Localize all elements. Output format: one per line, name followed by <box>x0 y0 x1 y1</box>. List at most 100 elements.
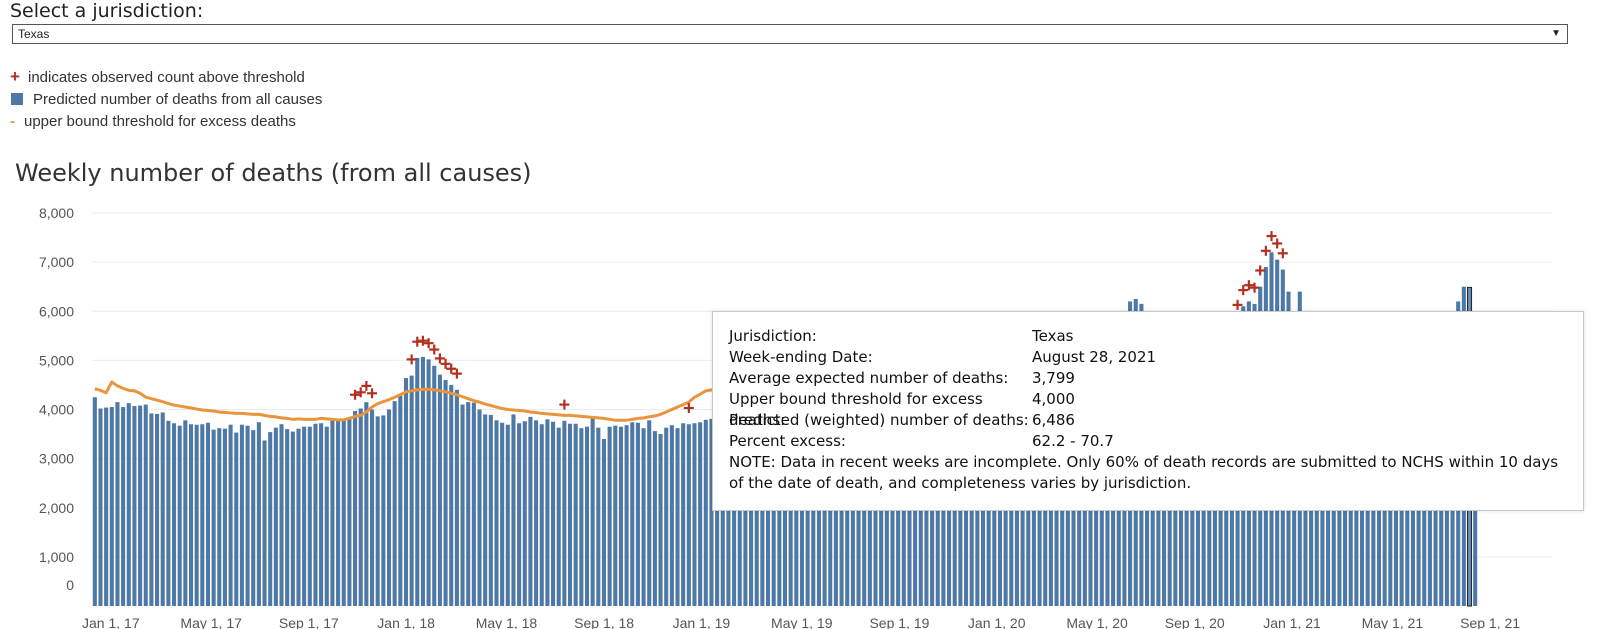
bar <box>873 429 878 606</box>
bar <box>924 429 929 606</box>
tooltip-row: Average expected number of deaths: 3,799 <box>729 368 1567 389</box>
bar <box>392 401 397 606</box>
chevron-down-icon[interactable]: ▼ <box>1551 28 1561 39</box>
bar <box>681 423 686 606</box>
bar <box>551 421 556 606</box>
bar <box>369 409 375 606</box>
bar <box>658 434 663 606</box>
bar <box>941 426 946 606</box>
bar <box>534 420 539 606</box>
bar <box>816 419 821 606</box>
bar <box>607 426 612 606</box>
tooltip-value: 4,000 <box>1032 390 1075 408</box>
bar <box>177 425 182 606</box>
bar <box>115 402 120 606</box>
bar <box>217 428 222 606</box>
above-threshold-marker <box>1238 285 1249 296</box>
x-tick-label: Sep 1, 18 <box>574 615 634 629</box>
tooltip-row: Predicted (weighted) number of deaths: 6… <box>729 410 1567 431</box>
y-tick-label: 4,000 <box>39 402 74 418</box>
above-threshold-marker <box>429 344 440 355</box>
bar <box>307 426 312 606</box>
above-threshold-marker <box>434 353 445 364</box>
x-tick-label: Jan 1, 18 <box>377 615 435 629</box>
above-threshold-marker <box>1249 282 1260 293</box>
bar <box>952 421 957 606</box>
bar <box>319 423 324 606</box>
bar <box>494 420 499 606</box>
bar <box>901 431 906 606</box>
bar <box>703 419 708 606</box>
tooltip-value: Texas <box>1032 327 1074 345</box>
above-threshold-marker <box>367 388 378 399</box>
y-tick-label: 1,000 <box>39 549 74 565</box>
bar <box>471 402 476 606</box>
tooltip: Jurisdiction: Texas Week-ending Date: Au… <box>712 311 1584 511</box>
plus-icon: + <box>10 67 20 86</box>
bar <box>879 431 884 606</box>
bar <box>579 428 584 606</box>
x-tick-label: May 1, 17 <box>180 615 242 629</box>
above-threshold-marker <box>446 363 457 374</box>
above-threshold-marker <box>417 335 428 346</box>
legend-label-threshold: upper bound threshold for excess deaths <box>24 112 296 130</box>
y-tick-label: 3,000 <box>39 451 74 467</box>
above-threshold-marker <box>350 389 361 400</box>
y-tick-label: 0 <box>66 577 74 593</box>
bar <box>171 423 177 606</box>
bar <box>686 424 691 606</box>
bar <box>188 424 194 606</box>
bar <box>420 356 425 606</box>
tooltip-key: Week-ending Date: <box>729 348 873 366</box>
bar <box>104 407 109 606</box>
bar <box>596 427 601 606</box>
bar <box>449 384 454 606</box>
bar <box>947 424 952 606</box>
bar <box>222 428 227 606</box>
bar <box>386 409 392 606</box>
bar <box>234 432 239 606</box>
bar <box>138 405 143 606</box>
bar <box>517 423 522 606</box>
bar <box>811 416 816 606</box>
x-tick-label: Sep 1, 19 <box>869 615 929 629</box>
chart-title: Weekly number of deaths (from all causes… <box>15 159 532 187</box>
bar <box>211 429 216 606</box>
bar <box>675 428 680 606</box>
bar <box>613 425 618 606</box>
bar <box>432 365 437 606</box>
tooltip-row: Upper bound threshold for excess deaths:… <box>729 389 1567 429</box>
bar <box>545 419 550 606</box>
above-threshold-marker <box>1255 265 1266 276</box>
bar <box>1082 416 1087 606</box>
y-tick-label: 2,000 <box>39 500 74 516</box>
bar <box>92 397 97 606</box>
y-tick-label: 8,000 <box>39 205 74 221</box>
y-tick-label: 7,000 <box>39 254 74 270</box>
bar <box>963 416 969 606</box>
bar <box>454 389 459 606</box>
bar <box>664 427 669 606</box>
y-tick-label: 5,000 <box>39 352 74 368</box>
x-tick-label: Jan 1, 20 <box>968 615 1026 629</box>
bar <box>313 423 318 606</box>
bar <box>958 419 963 606</box>
bar <box>353 410 358 606</box>
above-threshold-marker <box>440 358 451 369</box>
bar <box>488 414 493 606</box>
tooltip-note: NOTE: Data in recent weeks are incomplet… <box>729 453 1559 492</box>
jurisdiction-select[interactable]: Texas ▼ <box>12 24 1568 44</box>
bar <box>364 402 369 606</box>
x-tick-label: May 1, 21 <box>1362 615 1424 629</box>
bar <box>522 421 527 606</box>
bar <box>200 424 205 606</box>
bar <box>121 407 126 606</box>
bar <box>918 429 923 606</box>
above-threshold-marker <box>1277 248 1288 259</box>
bar <box>856 429 861 606</box>
bar <box>862 429 867 606</box>
square-icon <box>11 93 23 105</box>
bar <box>409 375 414 606</box>
bar <box>256 422 261 606</box>
tooltip-row: Week-ending Date: August 28, 2021 <box>729 347 1567 368</box>
